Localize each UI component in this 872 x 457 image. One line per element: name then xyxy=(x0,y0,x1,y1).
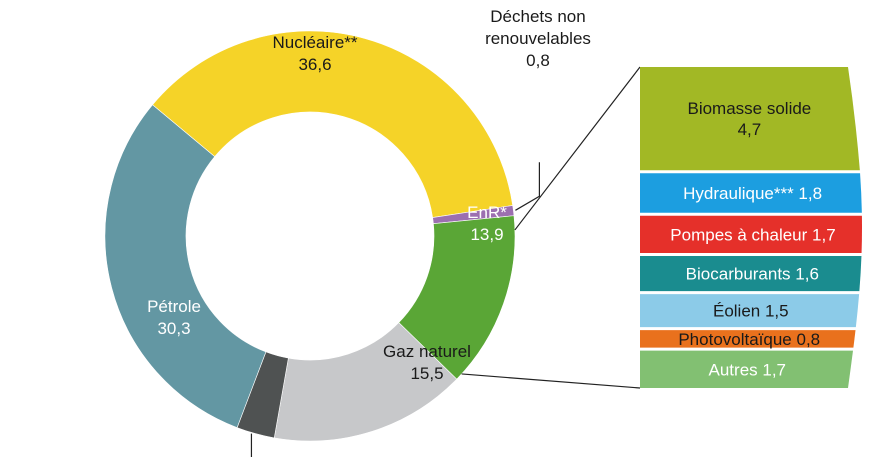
segment-label-line: Hydraulique*** 1,8 xyxy=(683,184,822,203)
slice-label-line: renouvelables xyxy=(485,29,591,48)
segment-autres xyxy=(640,350,854,388)
slice-label-petrole: Pétrole 30,3 xyxy=(147,297,201,338)
segment-label-line: Autres 1,7 xyxy=(709,360,787,379)
segment-label-line: Biocarburants 1,6 xyxy=(686,265,819,284)
segment-label-autres: Autres 1,7 xyxy=(709,360,787,379)
leader-line-dechets xyxy=(515,162,540,211)
segment-label-line: Biomasse solide xyxy=(687,99,811,118)
slice-label-line: 0,8 xyxy=(526,51,550,70)
segment-label-pompes-a-chaleur: Pompes à chaleur 1,7 xyxy=(670,225,835,244)
segment-label-eolien: Éolien 1,5 xyxy=(713,302,789,321)
segment-hydraulique xyxy=(640,173,862,213)
segment-label-line: Pompes à chaleur 1,7 xyxy=(670,225,835,244)
segment-label-biomasse-solide: Biomasse solide 4,7 xyxy=(687,99,811,139)
slice-label-line: Pétrole xyxy=(147,297,201,316)
connector-bottom xyxy=(461,373,641,389)
donut-chart xyxy=(104,30,516,442)
slice-label-line: 36,6 xyxy=(298,55,331,74)
renewables-breakdown: Biomasse solide 4,7 Hydraulique*** 1,8 Pomp… xyxy=(640,67,862,388)
segment-label-line: Photovoltaïque 0,8 xyxy=(678,330,820,349)
slice-label-nucleaire: Nucléaire** 36,6 xyxy=(272,33,357,74)
slice-label-line: Déchets non xyxy=(490,7,585,26)
slice-label-line: EnR* xyxy=(467,203,507,222)
segment-biocarburants xyxy=(640,256,862,292)
chart-labels: Nucléaire** 36,6 Déchets non renouvelables 0… xyxy=(147,7,591,383)
segment-label-biocarburants: Biocarburants 1,6 xyxy=(686,265,819,284)
slice-label-gaz-naturel: Gaz naturel 15,5 xyxy=(383,342,471,383)
slice-label-line: Nucléaire** xyxy=(272,33,357,52)
segment-label-hydraulique: Hydraulique*** 1,8 xyxy=(683,184,822,203)
slice-nucleaire xyxy=(152,30,514,218)
segment-label-photovoltaique: Photovoltaïque 0,8 xyxy=(678,330,820,349)
slice-label-dechets-non-renouvelables: Déchets non renouvelables 0,8 xyxy=(485,7,591,70)
slice-label-enr: EnR* 13,9 xyxy=(467,203,507,244)
segment-eolien xyxy=(640,294,860,328)
slice-label-line: 13,9 xyxy=(470,225,503,244)
segment-pompes-a-chaleur xyxy=(640,215,862,254)
connector-top xyxy=(514,66,641,231)
leader-lines xyxy=(250,66,641,457)
slice-petrole xyxy=(104,104,267,428)
slice-label-line: Gaz naturel xyxy=(383,342,471,361)
segment-photovoltaique xyxy=(640,330,856,348)
slice-label-line: 30,3 xyxy=(157,319,190,338)
segment-label-line: Éolien 1,5 xyxy=(713,302,789,321)
slice-label-line: 15,5 xyxy=(410,364,443,383)
segment-label-line: 4,7 xyxy=(738,120,762,139)
segment-biomasse-solide xyxy=(640,67,860,171)
